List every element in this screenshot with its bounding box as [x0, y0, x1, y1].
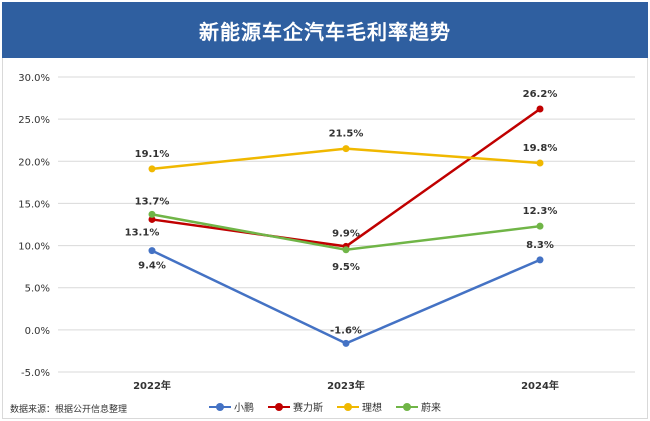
chart-title: 新能源车企汽车毛利率趋势: [2, 2, 648, 58]
data-label: 8.3%: [526, 240, 554, 251]
y-tick-label: 10.0%: [18, 242, 50, 253]
y-tick-label: 15.0%: [18, 199, 50, 210]
data-point-理想: [148, 165, 156, 173]
legend-swatch: [209, 402, 231, 412]
data-point-蔚来: [342, 246, 350, 254]
data-point-赛力斯: [536, 105, 544, 113]
legend-label: 理想: [362, 403, 382, 414]
y-tick-label: 0.0%: [25, 326, 50, 337]
chart-legend: 小鹏 赛力斯 理想 蔚来: [0, 399, 650, 414]
x-tick-label: 2024年: [521, 379, 559, 392]
y-tick-label: 5.0%: [25, 284, 50, 295]
data-point-小鹏: [342, 339, 350, 347]
data-label: 9.5%: [332, 262, 360, 273]
data-label: 13.1%: [125, 227, 160, 238]
data-point-理想: [536, 159, 544, 167]
legend-label: 赛力斯: [293, 403, 323, 414]
legend-item: 赛力斯: [268, 399, 323, 414]
legend-swatch: [337, 402, 359, 412]
y-tick-label: 30.0%: [18, 73, 50, 84]
legend-label: 蔚来: [421, 403, 441, 414]
x-tick-label: 2023年: [327, 379, 365, 392]
y-tick-label: 20.0%: [18, 157, 50, 168]
legend-swatch: [396, 402, 418, 412]
data-label: 26.2%: [523, 89, 558, 100]
data-label: -1.6%: [330, 325, 362, 336]
legend-label: 小鹏: [234, 403, 254, 414]
data-point-小鹏: [148, 247, 156, 255]
data-point-蔚来: [536, 222, 544, 230]
y-tick-label: 25.0%: [18, 115, 50, 126]
y-tick-label: -5.0%: [21, 368, 50, 379]
data-label: 13.7%: [135, 196, 170, 207]
source-note: 数据来源：根据公开信息整理: [10, 405, 128, 415]
chart-frame: [2, 58, 648, 419]
legend-item: 理想: [337, 399, 382, 414]
legend-item: 小鹏: [209, 399, 254, 414]
data-label: 9.4%: [138, 261, 166, 272]
data-point-小鹏: [536, 256, 544, 264]
data-point-赛力斯: [148, 215, 156, 223]
data-label: 19.1%: [135, 149, 170, 160]
legend-swatch: [268, 402, 290, 412]
x-tick-label: 2022年: [133, 379, 171, 392]
legend-item: 蔚来: [396, 399, 441, 414]
data-label: 12.3%: [523, 206, 558, 217]
data-point-理想: [342, 145, 350, 153]
data-label: 21.5%: [329, 129, 364, 140]
data-label: 9.9%: [332, 228, 360, 239]
data-point-蔚来: [148, 210, 156, 218]
data-label: 19.8%: [523, 143, 558, 154]
